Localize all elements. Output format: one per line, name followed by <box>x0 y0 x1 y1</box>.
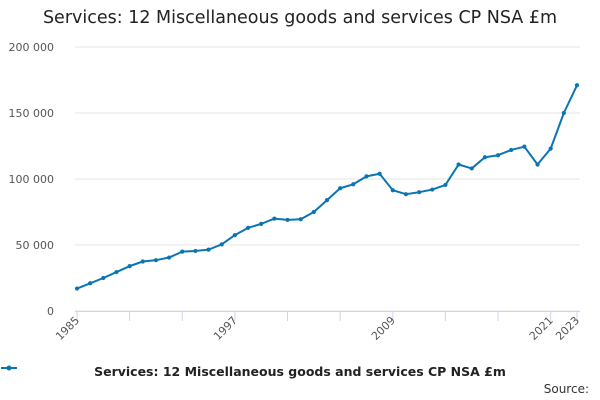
y-tick-label: 100 000 <box>9 173 55 186</box>
x-tick-label: 2021 <box>527 314 556 343</box>
y-tick-label: 150 000 <box>9 107 55 120</box>
data-point[interactable] <box>219 242 224 247</box>
data-point[interactable] <box>193 248 198 254</box>
y-tick-label: 50 000 <box>16 239 55 252</box>
data-point[interactable] <box>509 147 514 153</box>
data-point[interactable] <box>285 217 290 223</box>
data-point[interactable] <box>311 209 316 215</box>
data-point[interactable] <box>88 281 93 286</box>
data-point[interactable] <box>548 146 553 151</box>
data-point[interactable] <box>561 110 566 116</box>
data-point[interactable] <box>364 174 369 179</box>
data-point[interactable] <box>114 269 119 275</box>
data-point[interactable] <box>456 162 461 167</box>
series-layer <box>74 83 580 291</box>
x-axis <box>75 311 580 321</box>
data-point[interactable] <box>377 171 382 176</box>
data-point[interactable] <box>443 182 448 188</box>
data-point[interactable] <box>153 258 159 263</box>
x-tick-label: 1985 <box>53 314 82 343</box>
chart-title: Services: 12 Miscellaneous goods and ser… <box>42 8 558 28</box>
y-tick-label: 0 <box>47 305 54 318</box>
data-point[interactable] <box>245 225 251 230</box>
data-point[interactable] <box>232 233 237 238</box>
data-point[interactable] <box>522 144 527 149</box>
data-point[interactable] <box>74 286 80 291</box>
data-point[interactable] <box>469 166 474 171</box>
x-tick-label: 2009 <box>369 314 398 343</box>
series-line <box>76 84 578 290</box>
data-point[interactable] <box>417 190 422 195</box>
data-point[interactable] <box>140 259 145 264</box>
data-point[interactable] <box>535 162 540 167</box>
legend-line-icon <box>1 365 17 371</box>
data-point[interactable] <box>574 83 580 88</box>
data-point[interactable] <box>351 182 356 187</box>
data-point[interactable] <box>390 188 395 193</box>
data-point[interactable] <box>403 192 409 197</box>
data-point[interactable] <box>180 249 185 254</box>
data-point[interactable] <box>338 186 343 191</box>
data-point[interactable] <box>167 255 172 260</box>
y-tick-label: 200 000 <box>9 41 55 54</box>
data-point[interactable] <box>482 155 487 160</box>
legend[interactable]: Services: 12 Miscellaneous goods and ser… <box>0 364 600 379</box>
data-point[interactable] <box>101 275 106 281</box>
x-tick-label: 1997 <box>211 314 240 343</box>
legend-label: Services: 12 Miscellaneous goods and ser… <box>94 364 506 379</box>
data-point[interactable] <box>206 247 211 252</box>
data-point[interactable] <box>298 217 303 222</box>
data-point[interactable] <box>495 153 501 158</box>
y-axis-tick-labels: 0 50 000 100 000 150 000 200 000 <box>9 41 55 318</box>
data-point[interactable] <box>430 187 435 192</box>
data-point[interactable] <box>324 198 330 203</box>
gridlines <box>75 46 580 312</box>
data-point[interactable] <box>259 221 264 226</box>
data-point[interactable] <box>127 264 132 269</box>
data-point[interactable] <box>272 216 277 221</box>
x-tick-label: 2023 <box>553 314 582 343</box>
source-label: Source: <box>543 382 589 396</box>
